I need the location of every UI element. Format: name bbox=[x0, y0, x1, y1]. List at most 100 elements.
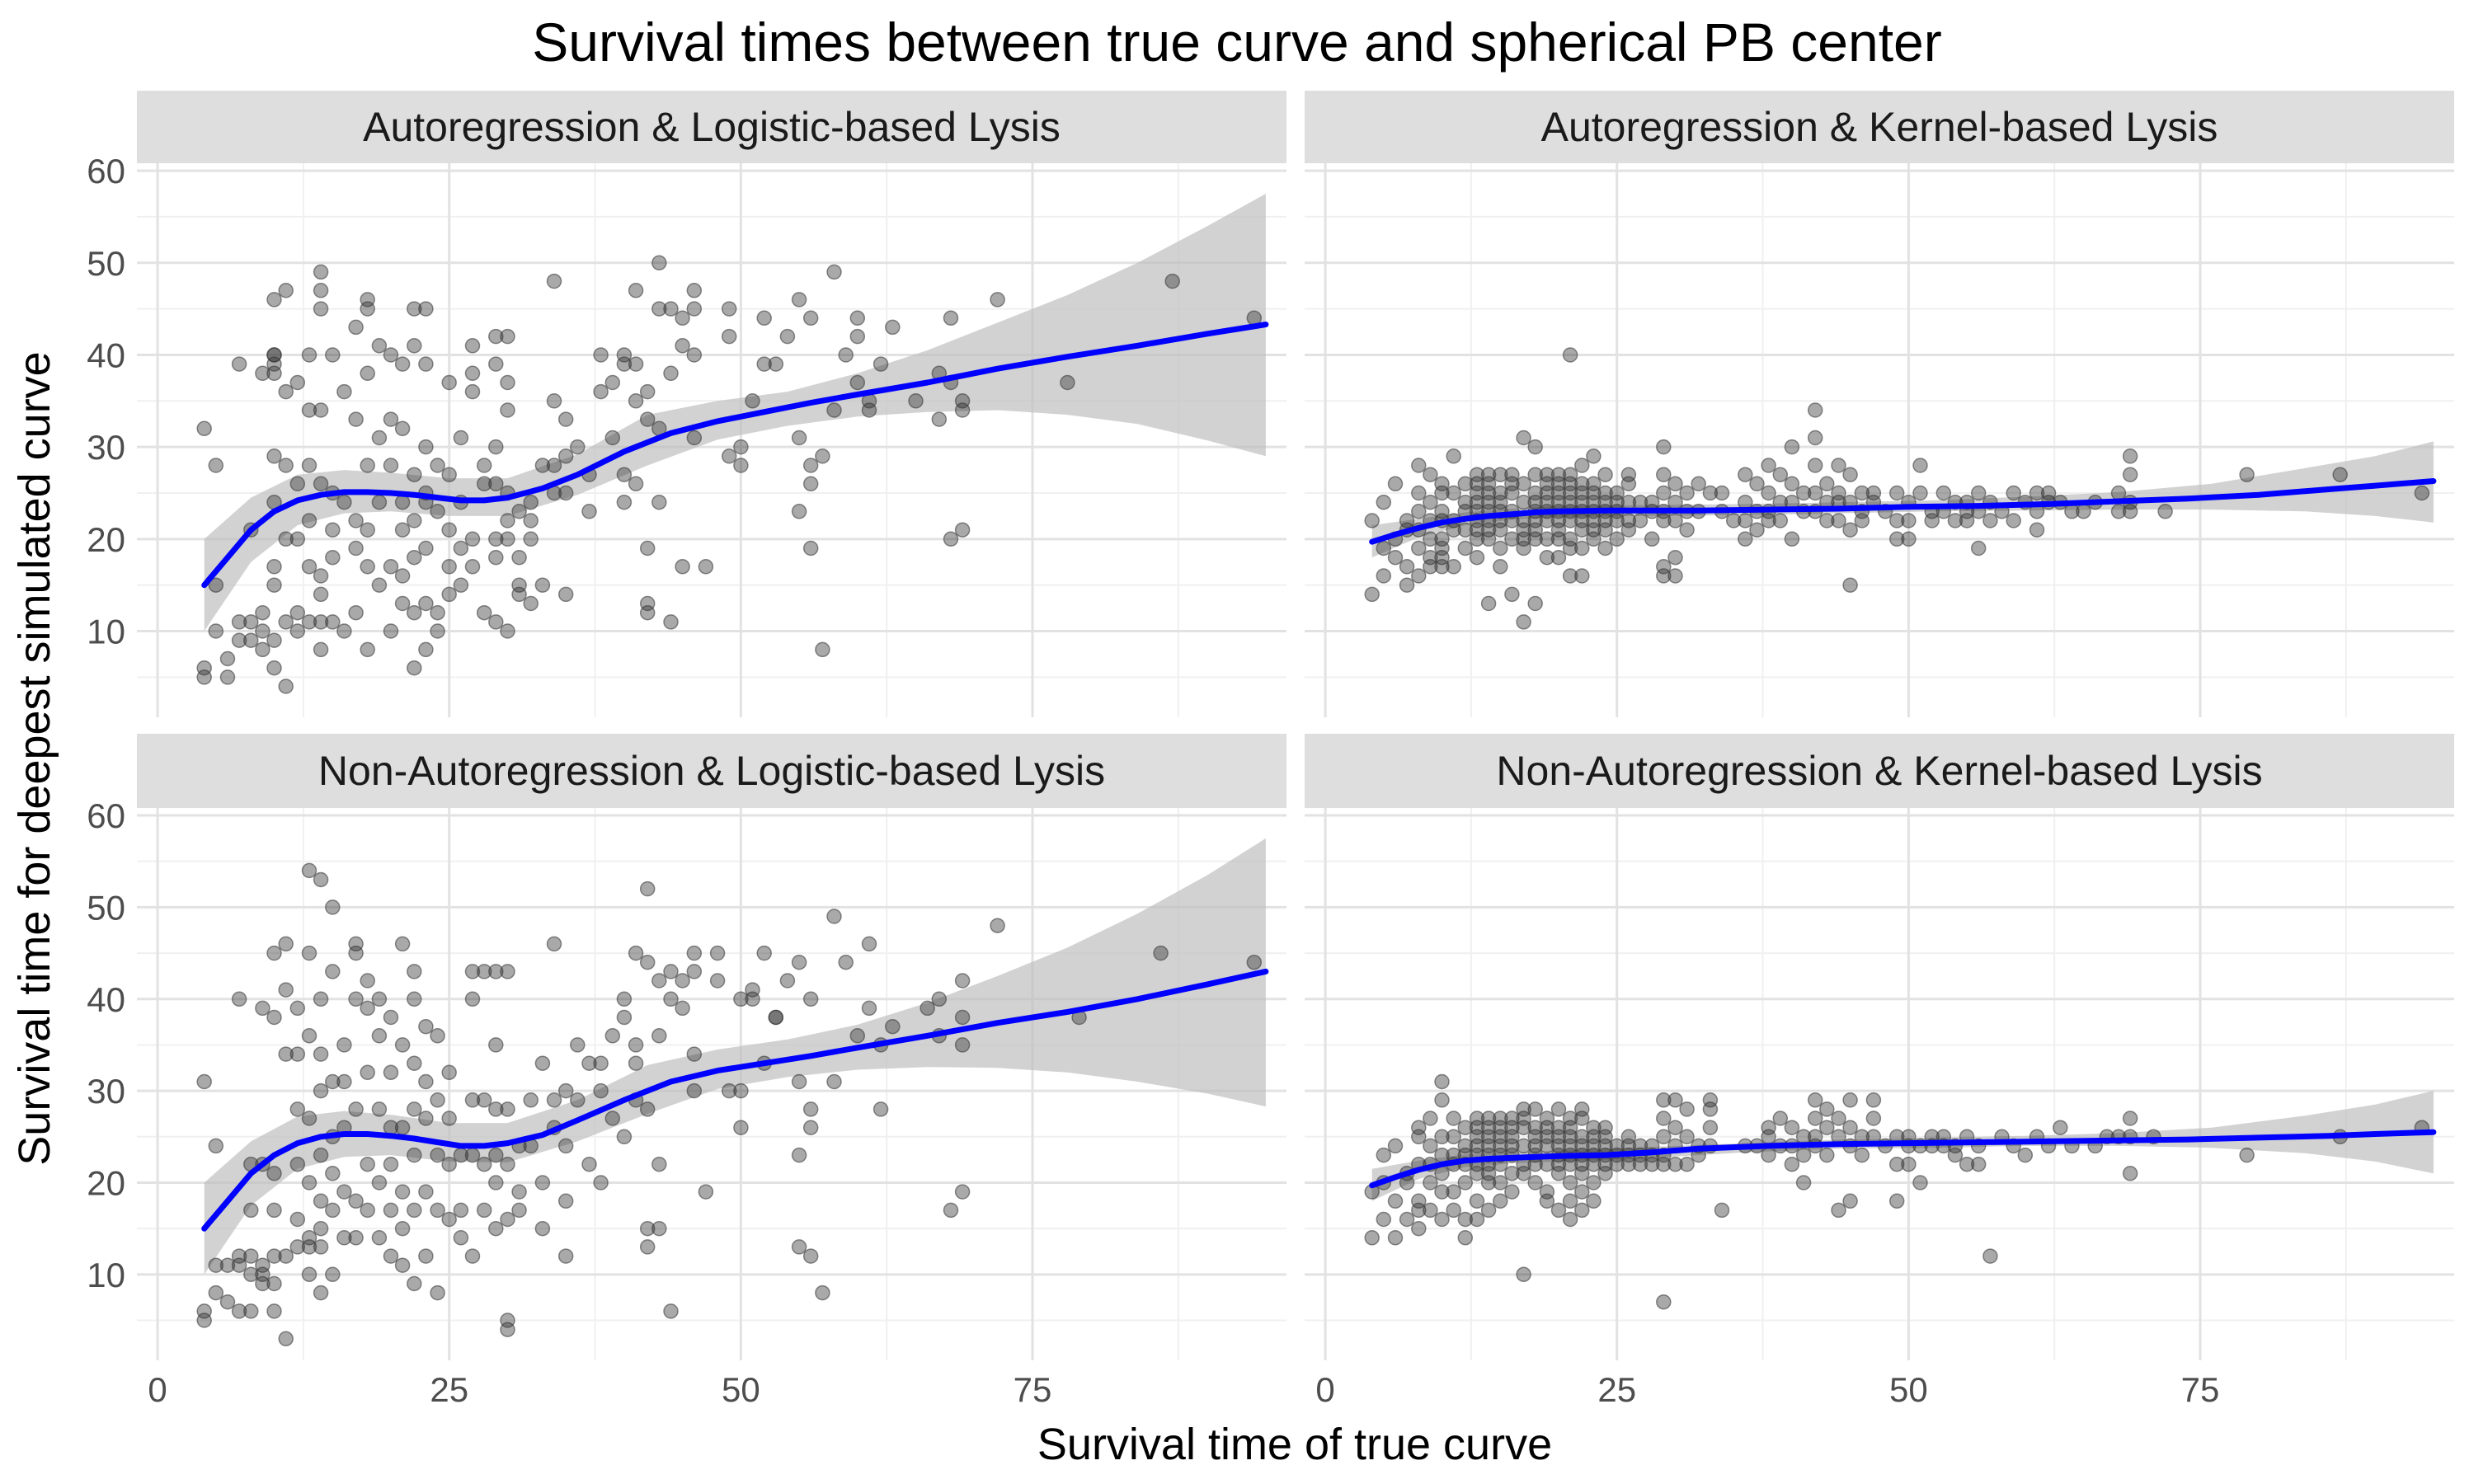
data-point bbox=[278, 982, 294, 998]
data-point bbox=[453, 430, 469, 446]
data-point bbox=[1434, 1129, 1450, 1145]
data-point bbox=[1912, 1175, 1928, 1190]
data-point bbox=[418, 439, 434, 455]
data-point bbox=[511, 1202, 527, 1219]
data-point bbox=[1364, 1230, 1380, 1246]
data-point bbox=[1539, 549, 1555, 566]
data-point bbox=[488, 356, 504, 372]
data-point bbox=[1574, 522, 1590, 538]
y-tick-label: 20 bbox=[87, 1163, 125, 1202]
data-point bbox=[628, 945, 644, 961]
data-point bbox=[1586, 448, 1602, 464]
data-point bbox=[313, 1046, 329, 1062]
data-point bbox=[360, 1064, 375, 1081]
data-point bbox=[1516, 614, 1531, 630]
data-point bbox=[698, 559, 714, 575]
data-point bbox=[1738, 531, 1753, 547]
data-point bbox=[301, 945, 317, 961]
data-point bbox=[1656, 1156, 1672, 1172]
data-point bbox=[441, 559, 457, 575]
data-point bbox=[534, 458, 551, 473]
data-point bbox=[721, 448, 737, 464]
data-point bbox=[1656, 485, 1672, 501]
data-point bbox=[407, 549, 422, 566]
data-point bbox=[500, 623, 515, 639]
data-point bbox=[1819, 476, 1835, 492]
data-point bbox=[371, 338, 388, 354]
data-point bbox=[394, 1220, 411, 1237]
data-point bbox=[313, 1239, 329, 1255]
data-point bbox=[616, 356, 633, 372]
data-point bbox=[453, 1230, 469, 1246]
data-point bbox=[1656, 1294, 1672, 1310]
data-point bbox=[407, 604, 422, 621]
data-point bbox=[2157, 504, 2173, 519]
x-tick-label: 50 bbox=[722, 1370, 760, 1409]
data-point bbox=[1446, 1184, 1461, 1200]
data-point bbox=[464, 964, 481, 979]
data-point bbox=[500, 513, 515, 528]
data-point bbox=[488, 964, 504, 979]
data-point bbox=[1888, 1156, 1905, 1172]
data-point bbox=[255, 1000, 270, 1017]
data-point bbox=[278, 679, 294, 694]
data-point bbox=[289, 1239, 306, 1255]
data-point bbox=[325, 899, 341, 915]
data-point bbox=[383, 559, 399, 575]
data-point bbox=[476, 458, 492, 473]
data-point bbox=[511, 549, 527, 566]
data-point bbox=[325, 347, 341, 363]
data-point bbox=[1446, 1202, 1461, 1219]
data-point bbox=[1819, 513, 1835, 528]
data-point bbox=[885, 319, 901, 336]
data-point bbox=[243, 1266, 259, 1283]
data-point bbox=[430, 1092, 445, 1108]
data-point bbox=[196, 420, 212, 437]
data-point bbox=[418, 1248, 434, 1264]
data-point bbox=[1807, 1111, 1823, 1126]
data-point bbox=[360, 301, 375, 317]
data-point bbox=[418, 1018, 434, 1035]
x-tick-label: 75 bbox=[1014, 1370, 1052, 1409]
data-point bbox=[1516, 1120, 1531, 1135]
data-point bbox=[336, 623, 352, 639]
data-point bbox=[534, 1175, 551, 1190]
data-point bbox=[1854, 1147, 1870, 1163]
data-point bbox=[430, 504, 445, 519]
data-point bbox=[266, 559, 282, 575]
data-point bbox=[313, 1284, 329, 1301]
data-point bbox=[1411, 1129, 1427, 1145]
data-point bbox=[639, 1101, 656, 1117]
data-point bbox=[255, 623, 270, 639]
data-point bbox=[1632, 513, 1649, 528]
data-point bbox=[2332, 467, 2348, 482]
y-axis-label: Survival time for deepest simulated curv… bbox=[10, 351, 59, 1165]
data-point bbox=[383, 411, 399, 427]
data-point bbox=[348, 1101, 364, 1117]
data-point bbox=[745, 393, 760, 409]
data-point bbox=[394, 568, 411, 584]
data-point bbox=[1959, 1156, 1975, 1172]
panel-strip-label: Autoregression & Logistic-based Lysis bbox=[363, 104, 1061, 150]
data-point bbox=[336, 383, 352, 400]
data-point bbox=[488, 328, 504, 345]
data-point bbox=[1562, 1211, 1578, 1228]
data-point bbox=[639, 1220, 656, 1237]
data-point bbox=[325, 1073, 341, 1090]
data-point bbox=[383, 1156, 399, 1172]
data-point bbox=[593, 1175, 609, 1190]
data-point bbox=[289, 623, 306, 639]
data-point bbox=[1901, 531, 1917, 547]
data-point bbox=[1434, 1184, 1450, 1200]
data-point bbox=[360, 365, 375, 382]
data-point bbox=[1376, 1211, 1392, 1228]
data-point bbox=[301, 513, 317, 528]
data-point bbox=[360, 641, 375, 658]
data-point bbox=[628, 1055, 644, 1071]
data-point bbox=[441, 586, 457, 603]
data-point bbox=[266, 448, 282, 464]
data-point bbox=[371, 430, 388, 446]
data-point bbox=[418, 1073, 434, 1090]
data-point bbox=[441, 1211, 457, 1228]
data-point bbox=[1562, 540, 1578, 556]
